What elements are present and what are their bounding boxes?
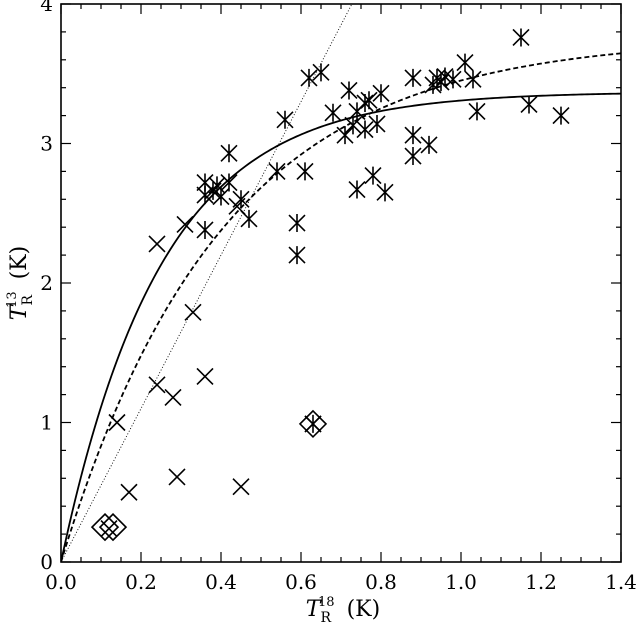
diamond-point [90,512,120,542]
asterisk-point [288,214,306,233]
asterisk-point [368,114,386,133]
asterisk-point [376,183,394,202]
y-tick-label: 4 [40,0,53,16]
x-tick-label: 0.0 [45,570,77,594]
dashed-model-curve [61,52,621,562]
x-point [232,478,250,496]
x-tick-label: 0.2 [125,570,157,594]
asterisk-point [348,180,366,199]
asterisk-point [324,103,342,122]
x-tick-label: 0.8 [365,570,397,594]
asterisk-point [196,220,214,239]
solid-model-curve [61,92,621,562]
data-markers [90,28,570,542]
x-point [148,235,166,253]
x-point [184,303,202,321]
plot-frame [60,3,622,563]
asterisk-point [336,126,354,145]
asterisk-point [220,144,238,163]
asterisk-point [444,70,462,89]
x-point [196,367,214,386]
asterisk-point [456,53,474,72]
x-tick-label: 1.4 [605,570,636,594]
y-tick-label: 3 [40,132,53,156]
asterisk-point [468,102,486,121]
asterisk-point [464,70,482,89]
asterisk-point [296,162,314,181]
asterisk-point [520,95,538,114]
x-point [120,483,138,501]
x-point [108,413,126,432]
x-tick-label: 0.4 [205,570,237,594]
y-tick-label: 1 [40,411,53,435]
asterisk-point [196,186,214,205]
asterisk-point [312,63,330,82]
asterisk-point [364,166,382,185]
asterisk-point [404,126,422,145]
y-axis-label: TR13 (K) [5,246,36,320]
diamond-point [98,512,128,542]
asterisk-point [288,246,306,265]
asterisk-point [420,135,438,154]
x-tick-label: 0.6 [285,570,317,594]
x-point [148,376,166,394]
asterisk-point [360,91,378,110]
asterisk-point [552,106,570,125]
x-point [168,468,186,486]
axis-ticks [60,3,622,563]
asterisk-point [340,81,358,100]
x-tick-label: 1.2 [525,570,557,594]
asterisk-point [276,110,294,129]
asterisk-point [356,120,374,139]
asterisk-point [404,68,422,87]
asterisk-point [344,116,362,135]
asterisk-point [404,147,422,166]
diamond-point [298,409,328,439]
y-tick-label: 0 [40,550,53,574]
x-point [228,197,246,215]
asterisk-point [268,162,286,181]
asterisk-point [300,68,318,87]
x-point [176,215,194,233]
x-point [304,415,322,433]
y-tick-label: 2 [40,271,53,295]
asterisk-point [512,28,530,47]
x-tick-label: 1.0 [445,570,477,594]
tick-labels: 0.0 0.2 0.4 0.6 0.8 1.0 1.2 1.4 0 1 2 3 4 [40,0,636,594]
asterisk-point [372,84,390,103]
x-point [164,388,182,406]
asterisk-point [220,173,238,192]
x-axis-label: TR18 (K) [306,595,380,626]
model-curves [61,4,621,562]
asterisk-point [208,176,226,195]
